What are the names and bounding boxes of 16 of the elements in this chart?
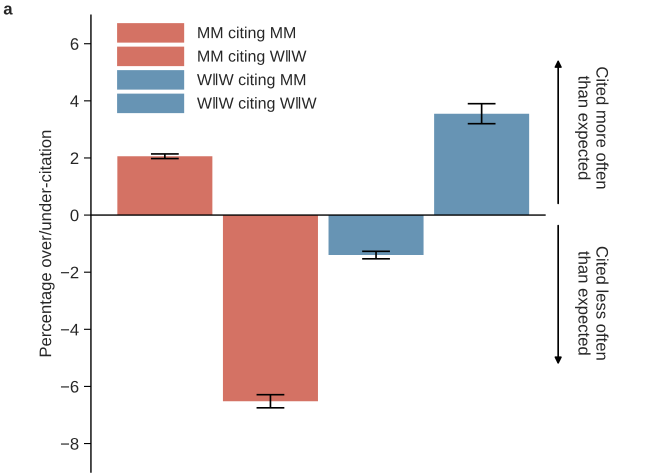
y-tick-label: −8 (60, 438, 78, 450)
y-axis-title: Percentage over/under-citation (39, 130, 55, 356)
y-tick-label: 4 (70, 95, 79, 107)
legend-label: W‖W citing W‖W (197, 97, 317, 112)
y-tick-label: 6 (70, 38, 78, 50)
y-tick-label: 0 (70, 209, 78, 222)
legend-label: MM citing W‖W (198, 50, 306, 65)
text: Cited more often than expected (575, 67, 609, 189)
legend-label: W‖W citing MM (197, 74, 306, 88)
text: a (4, 5, 13, 15)
text: Cited less often than expected (575, 246, 609, 360)
y-tick-label: −2 (60, 266, 78, 278)
y-tick-label: −6 (60, 380, 78, 393)
y-tick-label: −4 (60, 324, 79, 336)
y-tick-label: 2 (70, 152, 78, 164)
legend-label: MM citing MM (198, 26, 296, 42)
